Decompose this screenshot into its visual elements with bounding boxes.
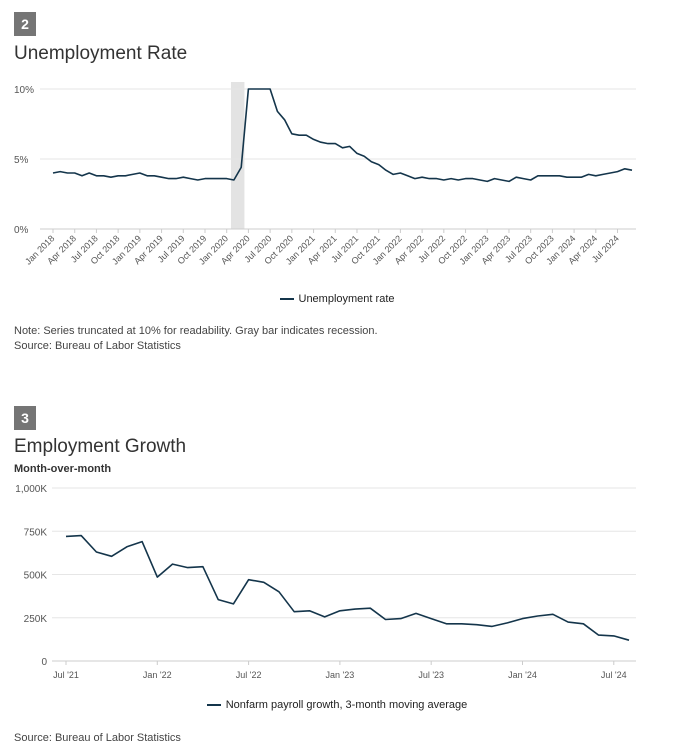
legend-line-swatch bbox=[206, 704, 221, 707]
x-tick-label: Jul '22 bbox=[236, 670, 262, 680]
employment-legend[interactable]: Nonfarm payroll growth, 3-month moving a… bbox=[0, 699, 674, 711]
source-text: Source: Bureau of Labor Statistics bbox=[14, 732, 181, 744]
note-text: Note: Series truncated at 10% for readab… bbox=[14, 325, 378, 337]
section-number-badge: 2 bbox=[14, 12, 36, 36]
section-number-badge: 3 bbox=[14, 406, 36, 430]
x-tick-label: Jul '21 bbox=[53, 670, 79, 680]
legend-label: Unemployment rate bbox=[298, 293, 395, 305]
x-tick-label: Jan '22 bbox=[143, 670, 172, 680]
x-tick-label: Jul '24 bbox=[601, 670, 627, 680]
payroll-growth-line bbox=[65, 534, 630, 641]
y-tick-label: 1,000K bbox=[15, 484, 47, 495]
unemployment-chart-title: Unemployment Rate bbox=[14, 43, 188, 64]
y-tick-label: 10% bbox=[14, 85, 34, 96]
y-tick-label: 250K bbox=[24, 614, 48, 625]
y-tick-label: 750K bbox=[24, 527, 48, 538]
y-tick-label: 0 bbox=[41, 657, 47, 668]
y-tick-label: 5% bbox=[14, 155, 29, 166]
source-text: Source: Bureau of Labor Statistics bbox=[14, 340, 181, 352]
employment-chart-title: Employment Growth bbox=[14, 436, 187, 457]
unemployment-legend[interactable]: Unemployment rate bbox=[0, 293, 674, 305]
unemployment-rate-line bbox=[52, 88, 633, 183]
legend-line-swatch bbox=[279, 298, 294, 301]
chart-note: Note: Series truncated at 10% for readab… bbox=[14, 324, 378, 354]
x-tick-label: Jan '24 bbox=[508, 670, 537, 680]
employment-chart-subtitle: Month-over-month bbox=[14, 463, 112, 475]
employment-growth-chart: 0 250K 500K 750K 1,000K Jul '21 Jan '22 Jul '22… bbox=[15, 484, 636, 680]
legend-label: Nonfarm payroll growth, 3-month moving a… bbox=[225, 699, 468, 711]
x-tick-label: Jul '23 bbox=[418, 670, 444, 680]
chart-source: Source: Bureau of Labor Statistics bbox=[14, 731, 181, 746]
y-tick-label: 0% bbox=[14, 225, 29, 236]
y-tick-label: 500K bbox=[24, 571, 48, 582]
x-tick-label: Jan '23 bbox=[326, 670, 355, 680]
recession-band bbox=[230, 82, 245, 229]
